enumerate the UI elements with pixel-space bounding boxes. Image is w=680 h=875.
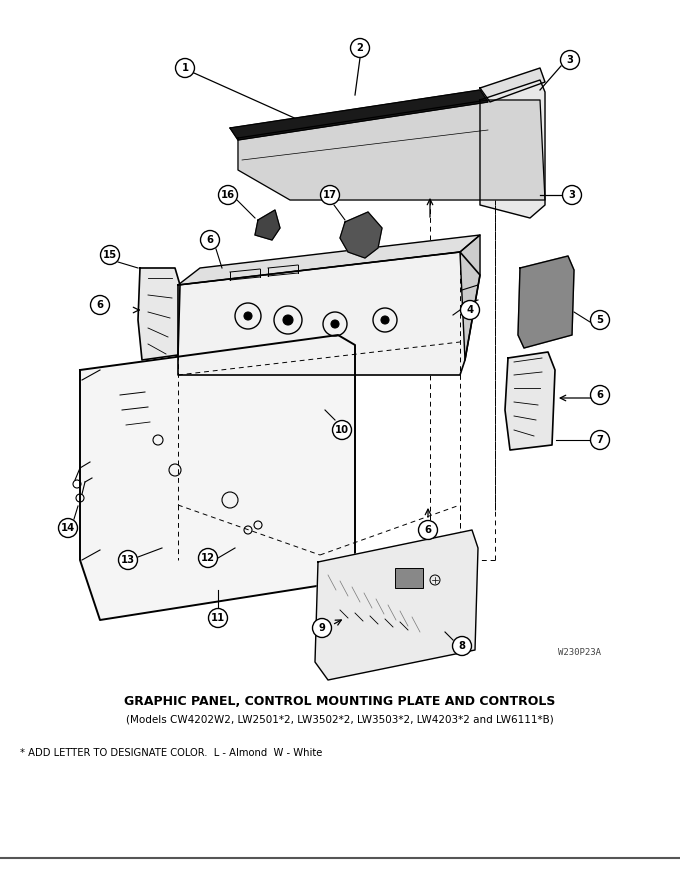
Polygon shape (315, 530, 478, 680)
Circle shape (333, 421, 352, 439)
Circle shape (101, 246, 120, 264)
Text: 6: 6 (207, 235, 214, 245)
Text: 6: 6 (596, 390, 604, 400)
Text: 9: 9 (318, 623, 326, 633)
Text: 6: 6 (97, 300, 103, 310)
Polygon shape (230, 90, 488, 140)
Text: 10: 10 (335, 425, 349, 435)
Text: 16: 16 (221, 190, 235, 200)
Circle shape (590, 311, 609, 330)
Polygon shape (505, 352, 555, 450)
Text: 13: 13 (121, 555, 135, 565)
Polygon shape (255, 210, 280, 240)
Circle shape (209, 608, 228, 627)
Circle shape (118, 550, 137, 570)
Text: W230P23A: W230P23A (558, 648, 601, 657)
Text: 4: 4 (466, 305, 473, 315)
Text: 2: 2 (356, 43, 363, 53)
Circle shape (452, 636, 471, 655)
Circle shape (283, 315, 293, 325)
Circle shape (201, 230, 220, 249)
Circle shape (560, 51, 579, 69)
Text: 1: 1 (182, 63, 188, 73)
Polygon shape (138, 268, 180, 360)
Text: * ADD LETTER TO DESIGNATE COLOR.  L - Almond  W - White: * ADD LETTER TO DESIGNATE COLOR. L - Alm… (20, 748, 322, 758)
Text: (Models CW4202W2, LW2501*2, LW3502*2, LW3503*2, LW4203*2 and LW6111*B): (Models CW4202W2, LW2501*2, LW3502*2, LW… (126, 715, 554, 725)
Circle shape (590, 386, 609, 404)
Text: 6: 6 (424, 525, 432, 535)
Text: 7: 7 (596, 435, 603, 445)
Text: 14: 14 (61, 523, 75, 533)
Bar (395, 568, 423, 588)
Circle shape (244, 312, 252, 320)
Circle shape (331, 320, 339, 328)
Circle shape (590, 430, 609, 450)
Circle shape (218, 186, 237, 205)
Circle shape (58, 519, 78, 537)
Text: 15: 15 (103, 250, 117, 260)
Polygon shape (238, 100, 545, 200)
Text: 3: 3 (566, 55, 573, 65)
Text: 12: 12 (201, 553, 215, 563)
Polygon shape (480, 68, 545, 102)
Circle shape (320, 186, 339, 205)
Text: GRAPHIC PANEL, CONTROL MOUNTING PLATE AND CONTROLS: GRAPHIC PANEL, CONTROL MOUNTING PLATE AN… (124, 695, 556, 708)
Polygon shape (178, 252, 480, 375)
Circle shape (175, 59, 194, 78)
Polygon shape (480, 80, 545, 218)
Text: 11: 11 (211, 613, 225, 623)
Polygon shape (518, 256, 574, 348)
Circle shape (562, 186, 581, 205)
Text: 5: 5 (596, 315, 604, 325)
Circle shape (350, 38, 369, 58)
Circle shape (381, 316, 389, 324)
Polygon shape (80, 335, 355, 620)
Circle shape (90, 296, 109, 314)
Polygon shape (460, 235, 480, 360)
Polygon shape (340, 212, 382, 258)
Circle shape (418, 521, 437, 540)
Text: 3: 3 (568, 190, 575, 200)
Polygon shape (178, 235, 480, 285)
Circle shape (199, 549, 218, 568)
Circle shape (313, 619, 332, 638)
Text: 8: 8 (458, 641, 466, 651)
Text: 17: 17 (323, 190, 337, 200)
Circle shape (460, 300, 479, 319)
